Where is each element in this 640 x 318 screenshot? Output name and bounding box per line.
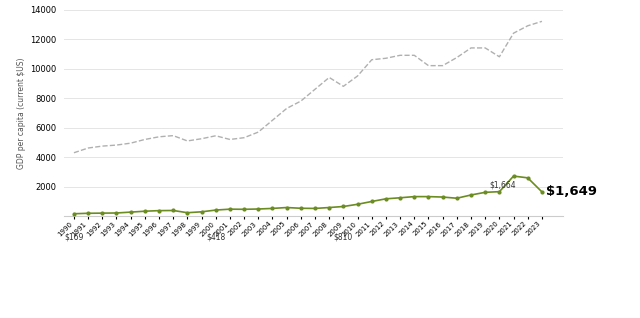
- Text: $169: $169: [64, 232, 84, 241]
- Text: $1,664: $1,664: [490, 181, 516, 190]
- Text: $1,649: $1,649: [546, 185, 597, 198]
- Y-axis label: GDP per capita (current $US): GDP per capita (current $US): [17, 57, 26, 169]
- Text: $418: $418: [206, 232, 225, 241]
- Text: $810: $810: [333, 232, 353, 241]
